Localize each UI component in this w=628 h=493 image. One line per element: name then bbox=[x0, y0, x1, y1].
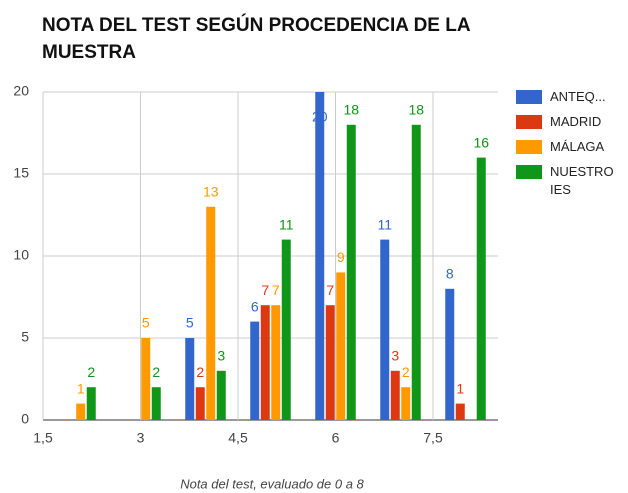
data-label: 2 bbox=[152, 364, 160, 380]
bar bbox=[325, 305, 335, 420]
x-axis-label: Nota del test, evaluado de 0 a 8 bbox=[180, 476, 364, 491]
data-label: 9 bbox=[337, 249, 345, 265]
y-tick-label: 20 bbox=[13, 83, 29, 99]
bar bbox=[346, 124, 356, 421]
legend-swatch bbox=[516, 115, 542, 129]
bar bbox=[185, 338, 195, 420]
bar bbox=[271, 305, 281, 420]
bar bbox=[86, 387, 96, 420]
data-label: 18 bbox=[343, 102, 359, 118]
data-label: 16 bbox=[473, 134, 489, 150]
data-label: 3 bbox=[391, 348, 399, 364]
data-label: 6 bbox=[251, 298, 259, 314]
chart-title: NOTA DEL TEST SEGÚN PROCEDENCIA DE LA MU… bbox=[42, 15, 470, 63]
legend-label: NUESTRO IES bbox=[550, 164, 614, 197]
x-tick-label: 3 bbox=[137, 430, 145, 446]
bar bbox=[250, 321, 260, 420]
bar bbox=[390, 370, 400, 420]
legend-swatch bbox=[516, 90, 542, 104]
data-label: 1 bbox=[77, 380, 85, 396]
data-label: 3 bbox=[217, 348, 225, 364]
bar bbox=[411, 124, 421, 421]
y-tick-label: 5 bbox=[21, 329, 29, 345]
legend-item: MÁLAGA bbox=[516, 139, 626, 156]
y-tick-label: 15 bbox=[13, 165, 29, 181]
bar bbox=[195, 387, 205, 420]
data-label: 2 bbox=[402, 364, 410, 380]
bar bbox=[380, 239, 390, 420]
bar bbox=[476, 157, 486, 420]
data-label: 7 bbox=[272, 282, 280, 298]
y-tick-label: 10 bbox=[13, 247, 29, 263]
bar bbox=[206, 206, 216, 420]
data-label: 2 bbox=[87, 364, 95, 380]
bar bbox=[281, 239, 291, 420]
legend-item: NUESTRO IES bbox=[516, 164, 626, 199]
data-label: 20 bbox=[312, 109, 328, 125]
data-label: 7 bbox=[326, 282, 334, 298]
legend-swatch bbox=[516, 140, 542, 154]
legend-swatch bbox=[516, 165, 542, 179]
x-tick-label: 6 bbox=[332, 430, 340, 446]
data-label: 8 bbox=[446, 266, 454, 282]
bar bbox=[315, 92, 325, 420]
legend-label: MADRID bbox=[550, 114, 602, 129]
bar bbox=[445, 288, 455, 420]
data-label: 7 bbox=[261, 282, 269, 298]
legend-label: MÁLAGA bbox=[550, 139, 605, 154]
legend-item: ANTEQ... bbox=[516, 89, 626, 106]
x-tick-label: 4,5 bbox=[228, 430, 248, 446]
bar bbox=[141, 338, 151, 420]
bar bbox=[76, 403, 86, 420]
data-label: 5 bbox=[142, 315, 150, 331]
data-label: 5 bbox=[186, 315, 194, 331]
bar bbox=[455, 403, 465, 420]
bar bbox=[216, 370, 226, 420]
legend-item: MADRID bbox=[516, 114, 626, 131]
bar bbox=[336, 272, 346, 420]
legend-label: ANTEQ... bbox=[550, 89, 606, 104]
legend: ANTEQ... MADRID MÁLAGA NUESTRO IES bbox=[516, 89, 626, 208]
data-label: 11 bbox=[377, 216, 392, 232]
data-label: 11 bbox=[279, 216, 294, 232]
x-tick-label: 1,5 bbox=[33, 430, 53, 446]
y-tick-label: 0 bbox=[21, 411, 29, 427]
data-label: 1 bbox=[456, 380, 464, 396]
bar bbox=[260, 305, 270, 420]
data-label: 2 bbox=[196, 364, 204, 380]
x-tick-label: 7,5 bbox=[423, 430, 443, 446]
data-label: 18 bbox=[408, 102, 424, 118]
bar bbox=[401, 387, 411, 420]
data-label: 13 bbox=[203, 184, 219, 200]
bar bbox=[151, 387, 161, 420]
